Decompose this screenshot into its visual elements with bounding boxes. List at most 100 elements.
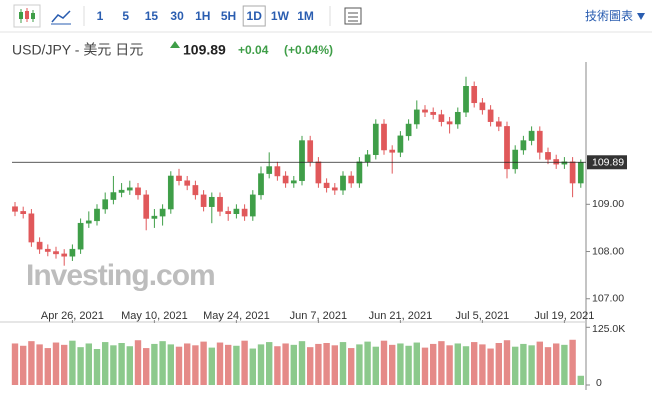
volume-bar bbox=[151, 343, 158, 385]
volume-bar bbox=[249, 348, 256, 385]
candle-body bbox=[430, 111, 437, 115]
volume-bar bbox=[339, 342, 347, 385]
icon bbox=[19, 12, 23, 19]
volume-bar bbox=[323, 343, 330, 385]
candle-body bbox=[413, 109, 420, 125]
icon bbox=[344, 7, 362, 25]
volume-bar bbox=[397, 343, 404, 385]
candle-body bbox=[77, 222, 84, 250]
candle-body bbox=[44, 248, 51, 252]
volume-bar bbox=[331, 345, 338, 385]
volume-bar bbox=[577, 375, 584, 385]
volume-bar bbox=[134, 340, 142, 385]
volume-bar bbox=[364, 341, 371, 385]
volume-bar bbox=[561, 344, 568, 385]
candle-body bbox=[422, 109, 428, 113]
interval-button[interactable]: 5H bbox=[221, 9, 236, 23]
last-price-badge bbox=[587, 155, 627, 170]
volume-bar bbox=[438, 341, 445, 385]
volume-bar bbox=[200, 341, 207, 385]
line-type-button[interactable] bbox=[51, 10, 71, 25]
candle-body bbox=[217, 196, 223, 212]
interval-button[interactable]: 1W bbox=[271, 9, 290, 23]
candle-body bbox=[528, 130, 535, 141]
volume-bar bbox=[356, 344, 363, 385]
candle-body bbox=[323, 182, 330, 189]
volume-bar bbox=[553, 343, 560, 385]
interval-button[interactable]: 1H bbox=[195, 9, 210, 23]
volume-bar bbox=[544, 347, 552, 385]
candle-body bbox=[266, 166, 273, 174]
candle-body bbox=[258, 173, 264, 196]
dropdown-arrow bbox=[637, 13, 645, 20]
volume-bar bbox=[389, 344, 396, 385]
volume-bar bbox=[216, 342, 224, 385]
interval-button[interactable]: 1M bbox=[297, 9, 314, 23]
volume-bar bbox=[28, 341, 35, 385]
candle-body bbox=[487, 109, 494, 122]
volume-bar bbox=[85, 343, 92, 385]
candle-body bbox=[348, 175, 355, 184]
candle-body bbox=[553, 159, 560, 165]
interval-button[interactable]: 30 bbox=[170, 9, 184, 23]
interval-button[interactable]: 5 bbox=[122, 9, 129, 23]
icon bbox=[51, 10, 71, 23]
candle-body bbox=[438, 114, 445, 122]
volume-bar bbox=[93, 349, 101, 385]
chart-title: USD/JPY - 美元 日元 bbox=[12, 42, 143, 58]
chart-button[interactable]: 技術圖表 bbox=[585, 9, 633, 23]
interval-button[interactable]: 1D bbox=[247, 9, 263, 23]
volume-bar bbox=[192, 345, 199, 385]
volume-bar bbox=[266, 342, 273, 385]
volume-bar bbox=[405, 345, 412, 385]
candle-body bbox=[176, 175, 182, 181]
volume-bar bbox=[126, 346, 133, 385]
volume-bar bbox=[44, 348, 51, 385]
volume-bar bbox=[102, 342, 109, 385]
price-change-percent: (+0.04%) bbox=[284, 43, 333, 57]
candle-body bbox=[397, 135, 404, 153]
candle-body bbox=[331, 187, 338, 191]
candle-body bbox=[561, 161, 568, 165]
volume-tick-label: 0 bbox=[596, 377, 602, 389]
volume-bar bbox=[282, 343, 289, 385]
candle-body bbox=[102, 199, 109, 210]
volume-bar bbox=[446, 345, 453, 385]
candle-body bbox=[12, 206, 18, 212]
candle-body bbox=[520, 140, 527, 151]
candle-body bbox=[241, 208, 248, 217]
x-tick-label: May 24, 2021 bbox=[203, 310, 270, 322]
candle-body bbox=[307, 140, 314, 163]
candle-body bbox=[290, 180, 297, 184]
volume-bar bbox=[528, 345, 535, 385]
volume-bar bbox=[290, 344, 297, 385]
candle-body bbox=[135, 187, 141, 196]
interval-button[interactable]: 1 bbox=[97, 9, 104, 23]
candle-body bbox=[94, 208, 100, 222]
candle-type-button[interactable] bbox=[13, 4, 41, 28]
candle-body bbox=[446, 121, 453, 125]
candle-body bbox=[495, 121, 502, 127]
volume-bar bbox=[20, 345, 27, 385]
x-tick-label: May 10, 2021 bbox=[121, 310, 188, 322]
volume-bar bbox=[307, 347, 314, 385]
volume-bar bbox=[503, 340, 511, 385]
last-price: 109.89 bbox=[183, 42, 226, 58]
volume-bar bbox=[298, 341, 306, 385]
candle-body bbox=[53, 251, 59, 255]
candle-body bbox=[36, 241, 43, 250]
volume-bar bbox=[61, 344, 68, 385]
candle-body bbox=[184, 180, 191, 186]
candle-body bbox=[159, 208, 166, 217]
x-tick-label: Jun 7, 2021 bbox=[290, 310, 348, 322]
volume-bar bbox=[315, 343, 322, 385]
interval-button[interactable]: 15 bbox=[145, 9, 159, 23]
candle-body bbox=[454, 111, 461, 125]
interval-buttons: 1 5 15 30 1H 5H 1D 1W 1M bbox=[97, 5, 314, 27]
volume-bar bbox=[184, 343, 191, 385]
candle-body bbox=[208, 196, 215, 207]
last-price-label: 109.89 bbox=[592, 157, 624, 169]
candle-body bbox=[389, 149, 396, 153]
settings-button[interactable] bbox=[344, 7, 362, 25]
volume-bar bbox=[413, 342, 420, 385]
